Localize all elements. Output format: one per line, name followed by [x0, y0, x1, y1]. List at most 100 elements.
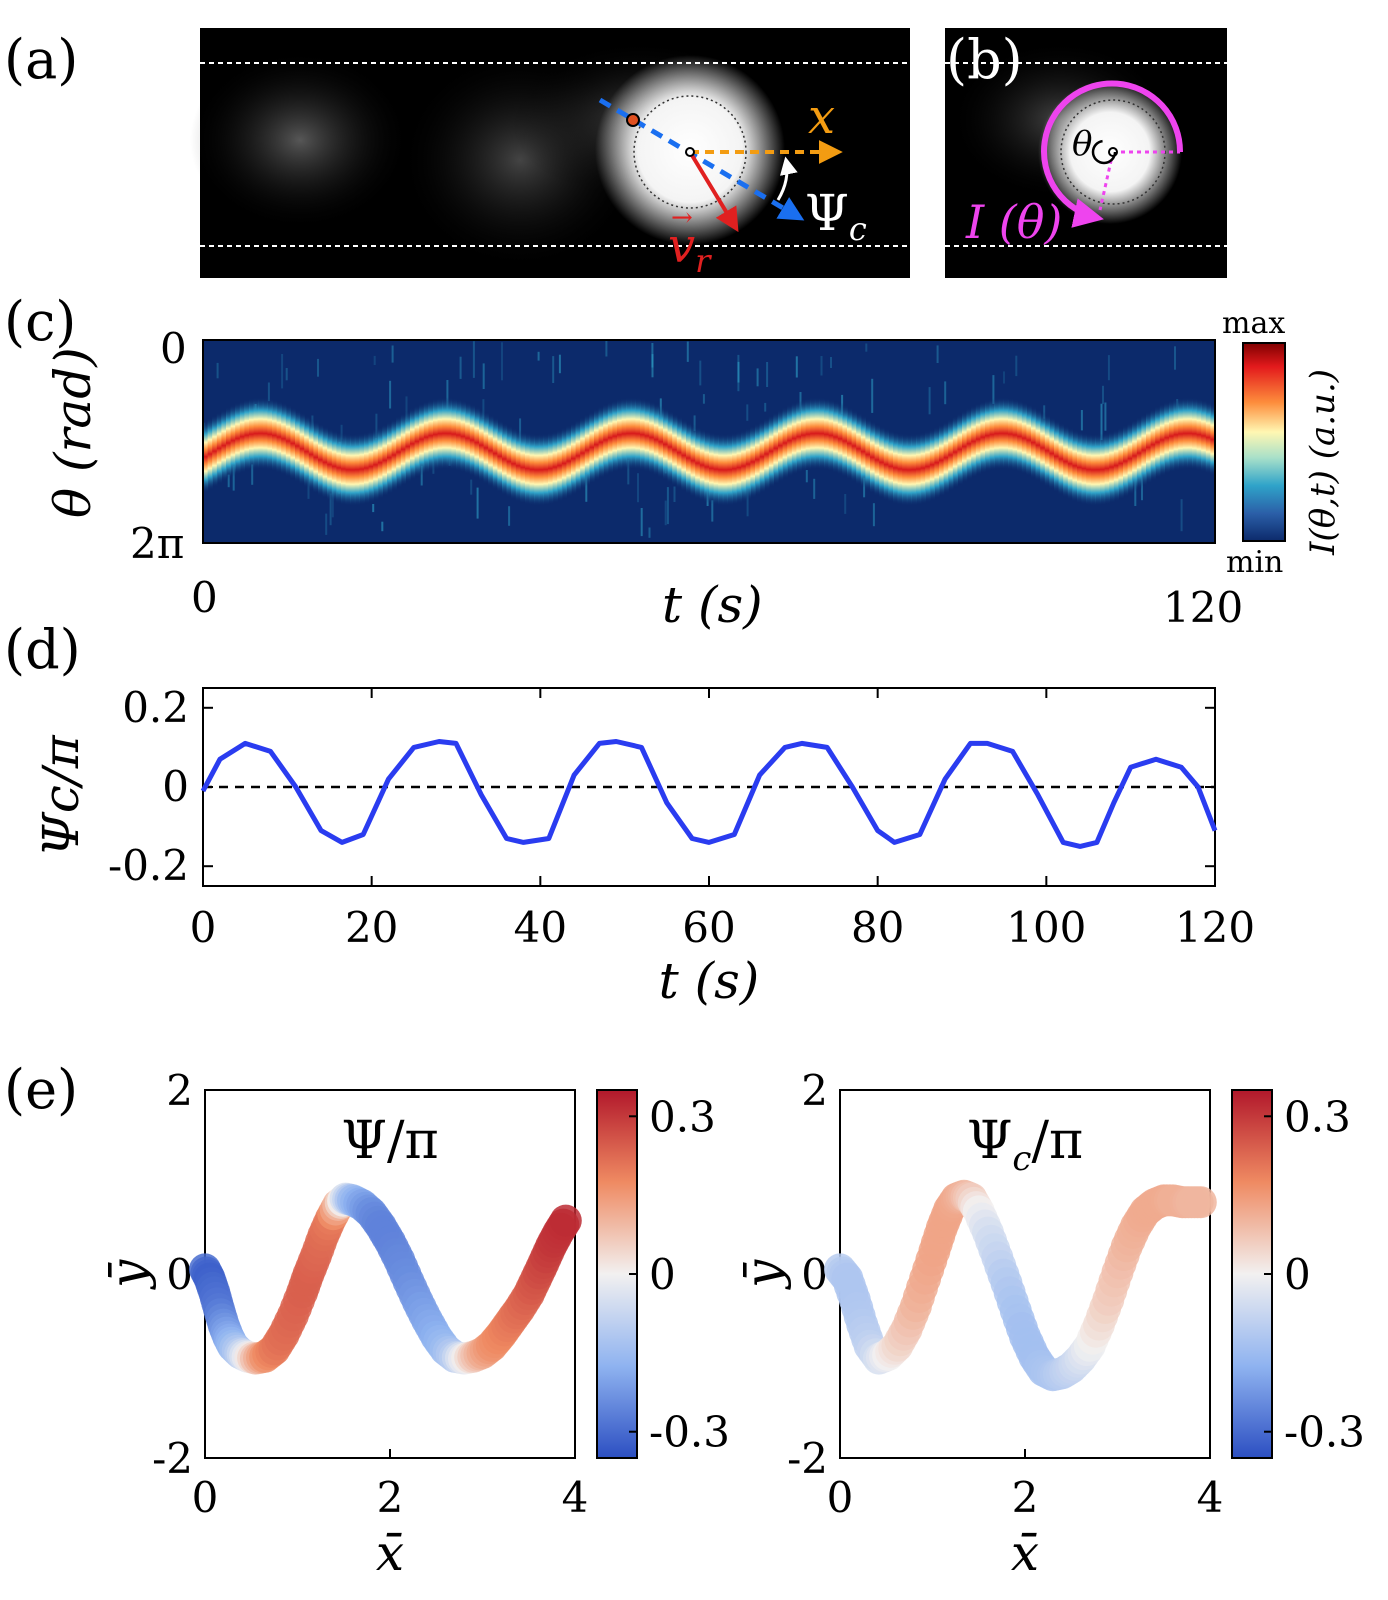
heatmap-band-column [423, 401, 429, 474]
e-colorbar-label: 0 [1284, 1250, 1311, 1299]
e-ytick-label: 2 [166, 1066, 193, 1115]
center-dot [685, 147, 695, 157]
heatmap-band-column [713, 433, 719, 506]
heatmap-noise-streak [651, 343, 654, 368]
heatmap-band-column [543, 433, 549, 506]
heatmap-band-column [906, 433, 912, 506]
heatmap-band-column [207, 418, 213, 490]
heatmap-noise-streak [552, 356, 555, 383]
c-xlabel: t (s) [662, 576, 763, 634]
heatmap-band-column [1058, 423, 1064, 495]
heatmap-noise-streak [281, 354, 284, 389]
intensity-arc [1041, 80, 1184, 228]
e-ytick-label: 2 [801, 1066, 828, 1115]
heatmap-band-column [1031, 406, 1037, 479]
heatmap-band-column [561, 427, 567, 500]
c-colorbar-max: max [1222, 306, 1285, 341]
heatmap-band-column [741, 430, 747, 503]
heatmap-band-column [276, 401, 282, 473]
d-ytick-label: 0 [162, 762, 189, 811]
heatmap-noise-streak [702, 394, 705, 404]
heatmap-noise-streak [470, 479, 473, 495]
heatmap-noise-streak [216, 362, 219, 379]
heatmap-band-column [483, 411, 489, 484]
heatmap-band-column [272, 399, 278, 472]
heatmap-band-column [580, 417, 586, 490]
heatmap-band-column [1017, 400, 1023, 473]
e-ytick-label: 0 [166, 1250, 193, 1299]
heatmap-noise-streak [764, 402, 767, 412]
heatmap-band-column [226, 407, 232, 479]
heatmap-band-column [1118, 427, 1124, 500]
heatmap-band-column [768, 415, 774, 488]
heatmap-band-column [318, 423, 324, 496]
heatmap-noise-streak [872, 503, 875, 527]
heatmap-band-column [607, 401, 613, 474]
heatmap-band-column [755, 423, 761, 496]
panel-label-e: (e) [4, 1058, 78, 1121]
panel-a-image: x Ψc vr → [190, 28, 910, 280]
heatmap-noise-streak [844, 494, 847, 514]
heatmap-band-column [1159, 403, 1165, 476]
heatmap-noise-streak [627, 459, 630, 485]
heatmap-band-column [810, 397, 816, 470]
e-ytick-label: -2 [152, 1434, 193, 1483]
heatmap-band-column [1095, 433, 1101, 506]
heatmap-band-column [801, 399, 807, 472]
d-xtick-label: 20 [345, 903, 398, 952]
heatmap-noise-streak [648, 527, 651, 538]
heatmap-band-column [594, 408, 600, 481]
heatmap-band-column [538, 433, 544, 506]
heatmap-band-column [1104, 432, 1110, 505]
heatmap-band-column [805, 398, 811, 471]
heatmap-band-column [1164, 401, 1170, 474]
heatmap-band-column [764, 418, 770, 490]
heatmap-band-column [1150, 408, 1156, 481]
heatmap-band-column [943, 421, 949, 494]
heatmap-noise-streak [558, 354, 561, 374]
heatmap-noise-streak [820, 356, 823, 376]
c-ytick-0: 0 [160, 324, 187, 373]
heatmap-band-column [621, 397, 627, 470]
heatmap-band-column [612, 400, 618, 473]
heatmap-band-column [520, 431, 526, 504]
e-xtick-label: 2 [1012, 1473, 1039, 1522]
heatmap-band-column [888, 430, 894, 503]
theta-arc [1091, 139, 1117, 165]
e-xtick-label: 0 [827, 1473, 854, 1522]
heatmap-band-column [745, 428, 751, 501]
heatmap-band-column [681, 419, 687, 492]
e-ytick-label: -2 [787, 1434, 828, 1483]
e-title: Ψ/π [341, 1111, 438, 1171]
heatmap-noise-streak [501, 342, 503, 381]
d-xtick-label: 0 [190, 903, 217, 952]
heatmap-band-column [1100, 433, 1106, 506]
heatmap-band-column [897, 433, 903, 505]
heatmap-noise-streak [737, 361, 740, 383]
marker-dot [626, 113, 640, 127]
heatmap-band-column [566, 425, 572, 498]
heatmap-noise-streak [482, 363, 485, 389]
heatmap-band-column [948, 419, 954, 491]
heatmap-band-column [750, 425, 756, 498]
c-colorbar [1242, 342, 1286, 542]
heatmap-noise-streak [482, 399, 485, 418]
heatmap-band-column [870, 421, 876, 494]
e-colorbar-label: 0.3 [1284, 1092, 1351, 1141]
heatmap-band-column [253, 397, 259, 470]
d-series-line [200, 739, 1218, 849]
heatmap-band-column [1054, 420, 1060, 493]
heatmap-band-column [787, 404, 793, 477]
heatmap-band-column [1081, 432, 1087, 505]
heatmap-band-column [686, 422, 692, 495]
heatmap-band-column [630, 397, 636, 470]
heatmap-noise-streak [285, 368, 288, 381]
heatmap-band-column [1021, 402, 1027, 475]
heatmap-band-column [649, 401, 655, 474]
heatmap-noise-streak [1100, 403, 1103, 441]
scatter-chart-psic: 0 2 420-2Ψc/πx̄ȳ0.30-0.3 [734, 1066, 1365, 1582]
heatmap-band-column [203, 420, 209, 493]
heatmap-band-column [709, 432, 715, 505]
heatmap-band-column [1155, 406, 1161, 479]
heatmap-band-column [1196, 398, 1202, 471]
